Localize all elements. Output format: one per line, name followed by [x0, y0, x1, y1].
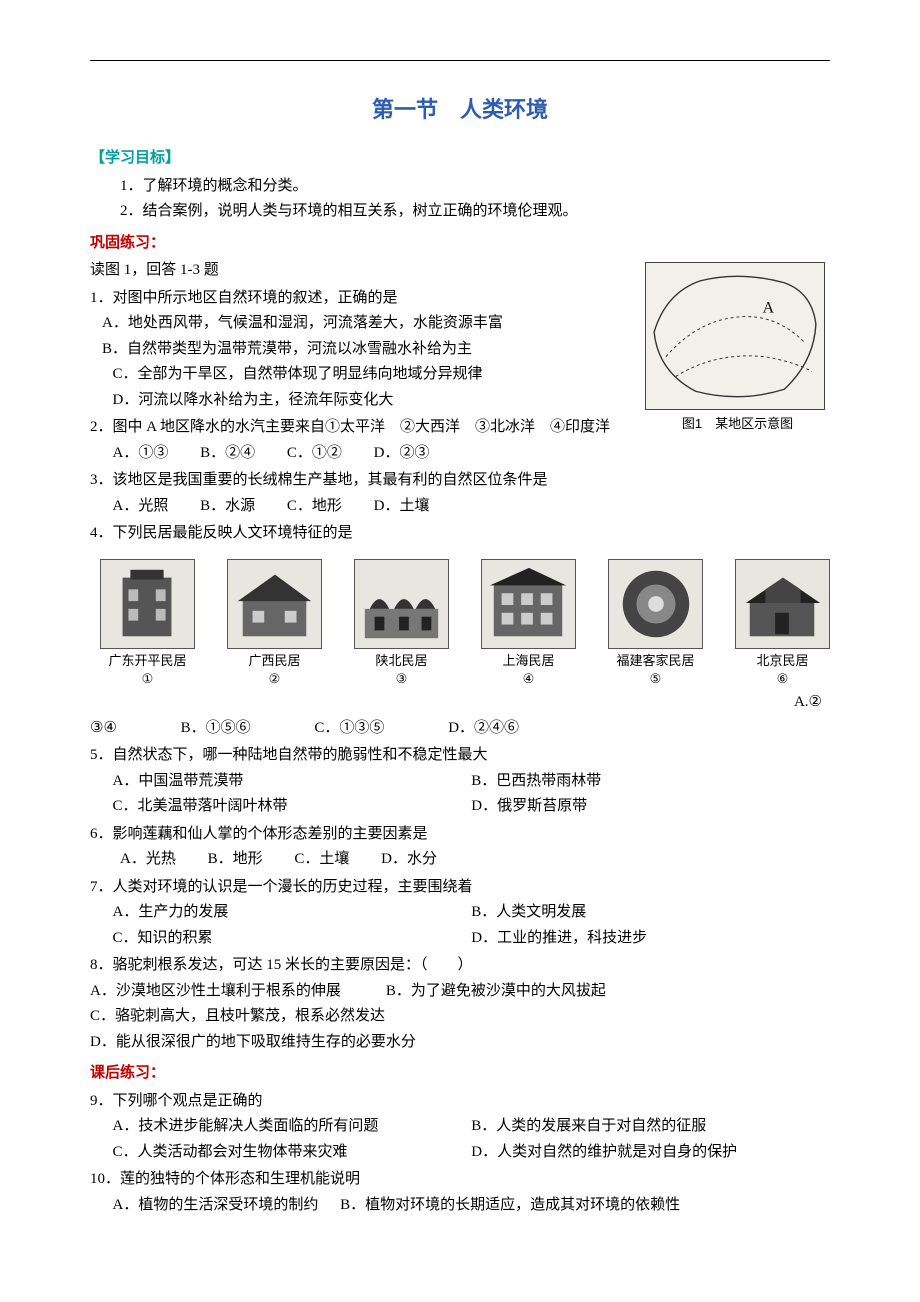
top-rule [90, 60, 830, 61]
pic-4: 上海民居 ④ [481, 559, 576, 688]
q5-opt-d: D．俄罗斯苔原带 [471, 794, 830, 820]
pic-6-cap: 北京民居 [735, 652, 830, 670]
q6-opt-d: D．水分 [381, 847, 437, 873]
q4-rest-0: ③④ [90, 716, 117, 742]
q10-stem: 10．莲的独特的个体形态和生理机能说明 [90, 1167, 830, 1193]
q7-opt-c: C．知识的积累 [113, 926, 472, 952]
pic-3-cap: 陕北民居 [354, 652, 449, 670]
page-title: 第一节 人类环境 [90, 91, 830, 128]
q5-opt-b: B．巴西热带雨林带 [471, 769, 830, 795]
pic-2-cap: 广西民居 [227, 652, 322, 670]
q3-opt-b: B．水源 [200, 494, 255, 520]
pic-3-num: ③ [354, 670, 449, 688]
pic-1: 广东开平民居 ① [100, 559, 195, 688]
q8-opt-ab: A．沙漠地区沙性土壤利于根系的伸展 B．为了避免被沙漠中的大风拔起 [90, 979, 830, 1005]
q3-opt-c: C．地形 [287, 494, 342, 520]
q9-opt-a: A．技术进步能解决人类面临的所有问题 [113, 1114, 472, 1140]
q9-stem: 9．下列哪个观点是正确的 [90, 1089, 830, 1115]
q4-rest-1: B．①⑤⑥ [181, 716, 251, 742]
q9-opt-c: C．人类活动都会对生物体带来灾难 [113, 1140, 472, 1166]
q6-opt-a: A．光热 [120, 847, 176, 873]
map-label-a: A [763, 300, 775, 317]
q2-opt-b: B．②④ [200, 441, 255, 467]
goals-heading: 【学习目标】 [90, 146, 830, 172]
q7-stem: 7．人类对环境的认识是一个漫长的历史过程，主要围绕着 [90, 875, 830, 901]
pic-5-num: ⑤ [608, 670, 703, 688]
pic-6: 北京民居 ⑥ [735, 559, 830, 688]
q2-opt-a: A．①③ [113, 441, 169, 467]
q3-stem: 3．该地区是我国重要的长绒棉生产基地，其最有利的自然区位条件是 [90, 468, 830, 494]
q6-stem: 6．影响莲藕和仙人掌的个体形态差别的主要因素是 [90, 822, 830, 848]
q4-opt-a-tail: A.② [794, 694, 822, 710]
q7-opt-a: A．生产力的发展 [113, 900, 472, 926]
q2-opt-c: C．①② [287, 441, 342, 467]
q5-opt-c: C．北美温带落叶阔叶林带 [113, 794, 472, 820]
q10-opt-a: A．植物的生活深受环境的制约 [113, 1197, 319, 1213]
after-heading: 课后练习： [90, 1061, 830, 1087]
q7-opt-d: D．工业的推进，科技进步 [471, 926, 830, 952]
pic-5: 福建客家民居 ⑤ [608, 559, 703, 688]
pic-2-num: ② [227, 670, 322, 688]
q2-opt-d: D．②③ [374, 441, 430, 467]
map-thumb: A [645, 262, 825, 410]
q4-rest-2: C．①③⑤ [314, 716, 384, 742]
q7-opt-b: B．人类文明发展 [471, 900, 830, 926]
q3-opt-a: A．光照 [113, 494, 169, 520]
pic-1-num: ① [100, 670, 195, 688]
pic-3: 陕北民居 ③ [354, 559, 449, 688]
q5-opt-a: A．中国温带荒漠带 [113, 769, 472, 795]
pic-5-cap: 福建客家民居 [608, 652, 703, 670]
figure-caption: 图1 某地区示意图 [645, 413, 830, 435]
goal-2: 2．结合案例，说明人类与环境的相互关系，树立正确的环境伦理观。 [90, 199, 830, 225]
q10-opt-b: B．植物对环境的长期适应，造成其对环境的依赖性 [340, 1197, 680, 1213]
q4-rest-3: D．②④⑥ [448, 716, 519, 742]
pic-2: 广西民居 ② [227, 559, 322, 688]
q8-opt-d: D．能从很深很广的地下吸取维持生存的必要水分 [90, 1030, 830, 1056]
q9-opt-d: D．人类对自然的维护就是对自身的保护 [471, 1140, 830, 1166]
q6-opt-b: B．地形 [208, 847, 263, 873]
pic-1-cap: 广东开平民居 [100, 652, 195, 670]
goal-1: 1．了解环境的概念和分类。 [90, 174, 830, 200]
q5-stem: 5．自然状态下，哪一种陆地自然带的脆弱性和不稳定性最大 [90, 743, 830, 769]
figure-1: A 图1 某地区示意图 [645, 262, 830, 435]
q6-opt-c: C．土壤 [294, 847, 349, 873]
pic-4-cap: 上海民居 [481, 652, 576, 670]
pic-4-num: ④ [481, 670, 576, 688]
q3-opt-d: D．土壤 [374, 494, 430, 520]
q8-stem: 8．骆驼刺根系发达，可达 15 米长的主要原因是：（ ） [90, 953, 830, 979]
q4-pics: 广东开平民居 ① 广西民居 ② 陕北民居 ③ 上海民居 ④ 福建客家民居 ⑤ 北… [100, 559, 830, 688]
practice-heading: 巩固练习： [90, 231, 830, 257]
q8-opt-c: C．骆驼刺高大，且枝叶繁茂，根系必然发达 [90, 1004, 830, 1030]
q4-stem: 4．下列民居最能反映人文环境特征的是 [90, 521, 830, 547]
pic-6-num: ⑥ [735, 670, 830, 688]
q9-opt-b: B．人类的发展来自于对自然的征服 [471, 1114, 830, 1140]
